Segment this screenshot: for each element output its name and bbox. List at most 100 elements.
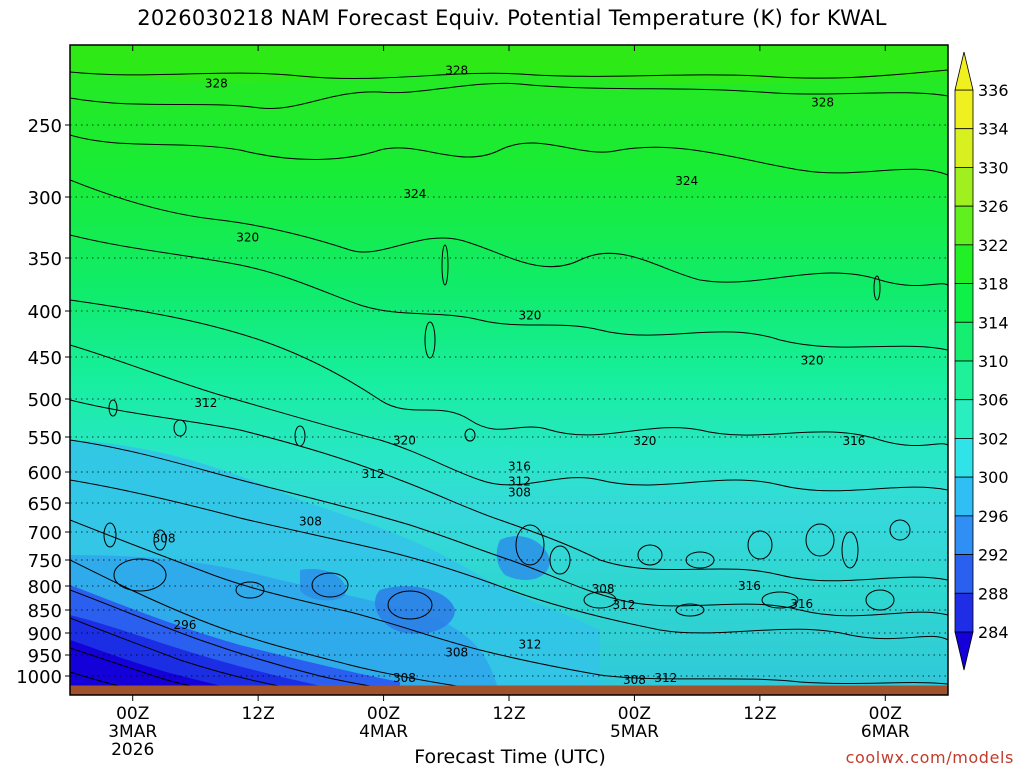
contour-ring-2 (873, 275, 881, 301)
contour-label-7: 320 (801, 353, 824, 367)
contour-label-19: 308 (592, 582, 615, 596)
colorbar-label-10: 300 (978, 468, 1009, 487)
x-tick-date-6: 6MAR (861, 722, 910, 742)
y-tick-label-5: 500 (28, 390, 62, 411)
terrain-strip (70, 685, 948, 695)
contour-ring-13 (747, 530, 773, 560)
contour-ring-4 (173, 419, 187, 437)
contour-label-24: 308 (445, 645, 468, 659)
x-tick-label-2: 00Z (367, 704, 400, 724)
x-tick-label-5: 12Z (743, 704, 776, 724)
colorbar-label-13: 288 (978, 584, 1009, 603)
contour-label-14: 308 (508, 485, 531, 499)
field-region-3 (300, 569, 346, 601)
colorbar-label-12: 292 (978, 546, 1009, 565)
colorbar-segment-10 (954, 476, 974, 517)
y-tick-label-11: 800 (28, 577, 62, 598)
contour-label-11: 312 (362, 467, 385, 481)
contour-label-10: 312 (194, 396, 217, 410)
colorbar-segment-0 (954, 89, 974, 130)
colorbar-label-8: 306 (978, 391, 1009, 410)
contour-ring-19 (583, 591, 617, 609)
contour-line-4 (70, 234, 948, 351)
y-tick-label-7: 600 (28, 463, 62, 484)
colorbar-label-14: 284 (978, 623, 1009, 642)
field-region-4 (496, 536, 550, 580)
colorbar-segment-1 (954, 128, 974, 168)
contour-ring-9 (515, 524, 545, 566)
contour-ring-3 (108, 399, 118, 417)
y-tick-label-4: 450 (28, 348, 62, 369)
colorbar-segment-11 (954, 515, 974, 555)
colorbar-label-2: 330 (978, 158, 1009, 177)
contour-label-8: 320 (393, 434, 416, 448)
x-tick-date-4: 5MAR (610, 722, 659, 742)
contour-ring-18 (235, 581, 265, 599)
x-tick-label-1: 12Z (242, 704, 275, 724)
y-tick-label-13: 900 (28, 624, 62, 645)
contour-ring-17 (113, 558, 167, 592)
field-region-cold-3 (70, 640, 260, 695)
y-tick-label-8: 650 (28, 494, 62, 515)
contour-label-17: 316 (842, 434, 865, 448)
colorbar-label-5: 318 (978, 275, 1009, 294)
contour-ring-7 (387, 590, 433, 620)
contour-line-5 (70, 299, 948, 447)
contour-label-27: 312 (654, 671, 677, 685)
contour-label-1: 328 (445, 64, 468, 78)
y-tick-label-10: 750 (28, 551, 62, 572)
contour-label-26: 308 (623, 673, 646, 687)
contour-line-2 (70, 134, 948, 176)
contour-ring-15 (841, 531, 859, 569)
contour-label-15: 308 (299, 515, 322, 529)
colorbar-label-11: 296 (978, 507, 1009, 526)
x-axis-label: Forecast Time (UTC) (414, 746, 606, 768)
x-tick-date-0: 3MAR (108, 722, 157, 742)
contour-label-18: 296 (174, 618, 197, 632)
colorbar-label-6: 314 (978, 313, 1009, 332)
contour-label-12: 316 (508, 459, 531, 473)
field-region-top (70, 45, 948, 84)
contour-label-20: 312 (613, 598, 636, 612)
contour-label-2: 328 (811, 96, 834, 110)
colorbar-segment-2 (954, 167, 974, 207)
colorbar-label-1: 334 (978, 120, 1009, 139)
contour-label-21: 316 (738, 579, 761, 593)
y-tick-label-12: 850 (28, 601, 62, 622)
y-tick-label-2: 350 (28, 249, 62, 270)
contour-line-0 (70, 69, 948, 79)
contour-label-25: 308 (393, 671, 416, 685)
colorbar-segment-8 (954, 399, 974, 439)
colorbar-segment-9 (954, 438, 974, 478)
colorbar-segment-12 (954, 554, 974, 594)
x-tick-year-0: 2026 (111, 740, 154, 760)
credit-text: coolwx.com/models (845, 748, 1014, 767)
y-tick-label-6: 550 (28, 428, 62, 449)
x-tick-label-4: 00Z (618, 704, 651, 724)
contour-label-16: 308 (153, 532, 176, 546)
colorbar-segment-4 (954, 244, 974, 284)
contour-label-0: 328 (205, 76, 228, 90)
contour-ring-16 (889, 519, 911, 541)
contour-ring-0 (424, 321, 436, 359)
x-tick-label-3: 12Z (492, 704, 525, 724)
contour-ring-24 (153, 529, 167, 551)
colorbar-label-9: 302 (978, 429, 1009, 448)
contour-label-5: 320 (236, 230, 259, 244)
contour-ring-23 (103, 522, 117, 548)
contour-ring-5 (294, 425, 306, 447)
colorbar-label-3: 326 (978, 197, 1009, 216)
colorbar-label-4: 322 (978, 236, 1009, 255)
colorbar-bottom-arrow (954, 631, 974, 671)
contour-line-6 (70, 344, 948, 492)
y-tick-label-0: 250 (28, 116, 62, 137)
x-tick-date-2: 4MAR (359, 722, 408, 742)
x-tick-label-0: 00Z (116, 704, 149, 724)
chart-title: 2026030218 NAM Forecast Equiv. Potential… (137, 6, 887, 30)
field-region-2 (375, 586, 455, 634)
contour-ring-8 (311, 572, 349, 598)
colorbar-segment-3 (954, 205, 974, 246)
colorbar-segment-6 (954, 321, 974, 362)
contour-label-13: 312 (508, 474, 531, 488)
